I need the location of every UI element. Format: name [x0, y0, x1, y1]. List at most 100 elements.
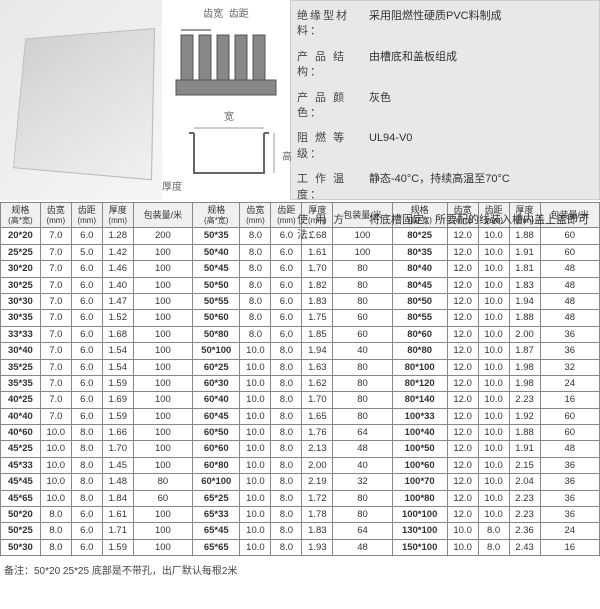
cell: 48	[540, 277, 599, 293]
cell: 100	[133, 425, 192, 441]
cell: 10.0	[478, 244, 509, 260]
cell: 100	[133, 277, 192, 293]
cell: 16	[540, 539, 599, 555]
cell: 7.0	[40, 326, 71, 342]
cell: 6.0	[71, 261, 102, 277]
cell: 8.0	[271, 359, 302, 375]
cell: 2.13	[302, 441, 333, 457]
cell: 10.0	[40, 474, 71, 490]
cell: 12.0	[447, 375, 478, 391]
spec-value: UL94-V0	[369, 131, 593, 162]
cell: 10.0	[240, 457, 271, 473]
cell: 10.0	[240, 343, 271, 359]
cell: 100	[133, 457, 192, 473]
cell: 40*25	[1, 392, 41, 408]
cell: 100	[333, 244, 392, 260]
cell: 7.0	[40, 261, 71, 277]
cell: 100*100	[392, 507, 447, 523]
cell: 60	[133, 490, 192, 506]
cell: 10.0	[240, 539, 271, 555]
cell: 6.0	[71, 293, 102, 309]
cell: 1.92	[509, 408, 540, 424]
cell: 1.93	[302, 539, 333, 555]
cell: 6.0	[71, 326, 102, 342]
cell: 1.83	[509, 277, 540, 293]
cell: 8.0	[271, 375, 302, 391]
cell: 8.0	[271, 408, 302, 424]
cell: 1.70	[302, 392, 333, 408]
table-row: 40*6010.08.01.6610060*5010.08.01.7664100…	[1, 425, 600, 441]
cell: 50*25	[1, 523, 41, 539]
cell: 1.83	[302, 523, 333, 539]
cell: 6.0	[71, 310, 102, 326]
cell: 64	[333, 523, 392, 539]
cell: 6.0	[271, 244, 302, 260]
cell: 80*45	[392, 277, 447, 293]
cell: 48	[540, 293, 599, 309]
cell: 80	[333, 375, 392, 391]
cell: 45*33	[1, 457, 41, 473]
cell: 60*100	[193, 474, 240, 490]
table-row: 50*208.06.01.6110065*3310.08.01.7880100*…	[1, 507, 600, 523]
cell: 60	[333, 310, 392, 326]
tooth-pitch-label: 齿距	[229, 9, 249, 20]
cell: 5.0	[71, 244, 102, 260]
cell: 60	[540, 425, 599, 441]
spec-key: 产 品 结 构：	[297, 50, 369, 81]
cell: 1.91	[509, 441, 540, 457]
cell: 10.0	[240, 392, 271, 408]
cell: 1.85	[302, 326, 333, 342]
cell: 33*33	[1, 326, 41, 342]
cell: 6.0	[271, 293, 302, 309]
cell: 10.0	[478, 261, 509, 277]
cell: 50*60	[193, 310, 240, 326]
cell: 10.0	[478, 326, 509, 342]
cell: 30*35	[1, 310, 41, 326]
cell: 12.0	[447, 490, 478, 506]
product-photo	[0, 0, 162, 200]
cell: 8.0	[478, 523, 509, 539]
cell: 6.0	[71, 408, 102, 424]
cell: 80*120	[392, 375, 447, 391]
cell: 1.84	[102, 490, 133, 506]
cell: 1.81	[509, 261, 540, 277]
cell: 1.28	[102, 228, 133, 244]
cell: 1.75	[302, 310, 333, 326]
cell: 8.0	[40, 507, 71, 523]
spec-value: 采用阻燃性硬质PVC料制成	[369, 9, 593, 40]
cell: 80	[333, 392, 392, 408]
cell: 10.0	[478, 507, 509, 523]
cell: 10.0	[478, 359, 509, 375]
cell: 65*33	[193, 507, 240, 523]
cell: 65*25	[193, 490, 240, 506]
cell: 150*100	[392, 539, 447, 555]
cell: 100	[133, 293, 192, 309]
cell: 50*30	[1, 539, 41, 555]
cell: 36	[540, 326, 599, 342]
cell: 45*25	[1, 441, 41, 457]
cell: 40	[333, 457, 392, 473]
cell: 7.0	[40, 359, 71, 375]
cell: 60	[540, 408, 599, 424]
cell: 80	[333, 277, 392, 293]
cell: 8.0	[478, 539, 509, 555]
cell: 1.46	[102, 261, 133, 277]
cell: 6.0	[71, 539, 102, 555]
cell: 8.0	[240, 228, 271, 244]
cell: 10.0	[478, 425, 509, 441]
cell: 12.0	[447, 326, 478, 342]
cell: 50*35	[193, 228, 240, 244]
cell: 2.00	[509, 326, 540, 342]
cell: 10.0	[240, 359, 271, 375]
cell: 12.0	[447, 277, 478, 293]
spec-key: 工 作 温 度：	[297, 172, 369, 203]
cell: 60*25	[193, 359, 240, 375]
cell: 7.0	[40, 293, 71, 309]
cell: 8.0	[40, 523, 71, 539]
cell: 24	[540, 523, 599, 539]
width-label: 宽	[170, 108, 288, 123]
table-row: 45*2510.08.01.7010060*6010.08.02.1348100…	[1, 441, 600, 457]
cell: 1.42	[102, 244, 133, 260]
cell: 8.0	[240, 261, 271, 277]
cell: 8.0	[271, 523, 302, 539]
